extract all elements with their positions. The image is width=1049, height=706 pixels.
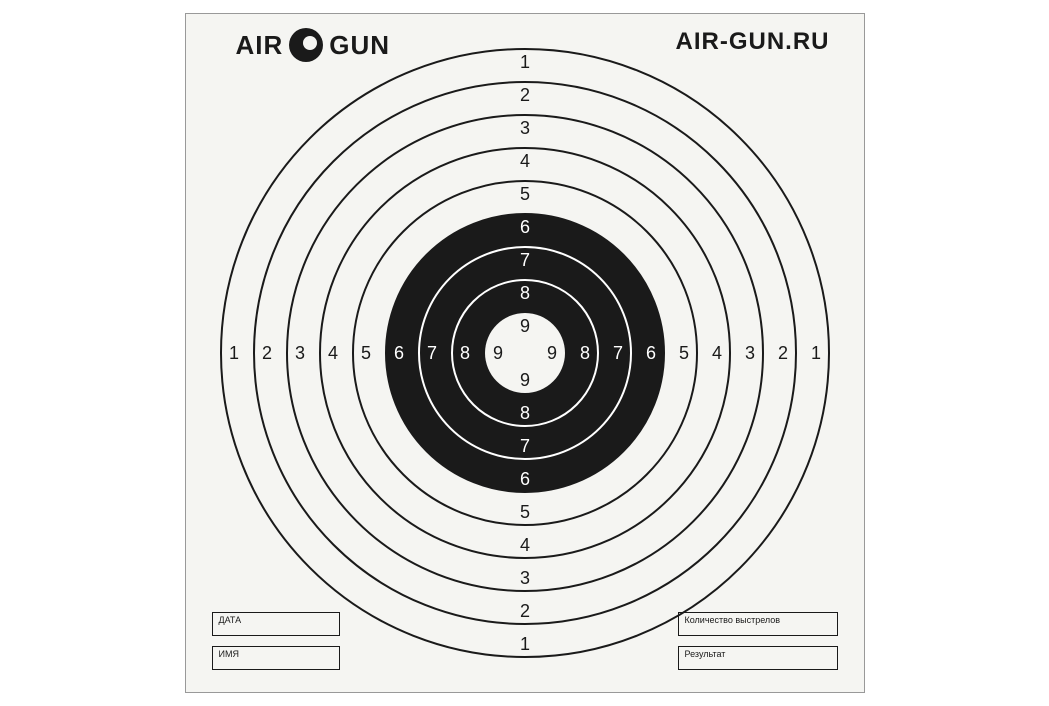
ring-label-3-bottom: 3 xyxy=(519,568,529,588)
logo-text-right: GUN xyxy=(329,30,390,61)
field-shots-label: Количество выстрелов xyxy=(685,615,781,625)
ring-label-8-top: 8 xyxy=(519,283,529,303)
ring-label-2-top: 2 xyxy=(519,85,529,105)
ring-label-8-bottom: 8 xyxy=(519,403,529,423)
field-name: ИМЯ xyxy=(212,646,340,670)
ring-label-3-top: 3 xyxy=(519,118,529,138)
ring-label-4-right: 4 xyxy=(711,343,721,363)
ring-label-9-right: 9 xyxy=(546,343,556,363)
ring-label-8-left: 8 xyxy=(459,343,469,363)
field-name-label: ИМЯ xyxy=(219,649,239,659)
target-rings: 111122223333444455556666777788889999 xyxy=(185,13,865,693)
field-date: ДАТА xyxy=(212,612,340,636)
ring-label-9-left: 9 xyxy=(492,343,502,363)
ring-label-1-bottom: 1 xyxy=(519,634,529,654)
ring-label-4-top: 4 xyxy=(519,151,529,171)
ring-label-6-top: 6 xyxy=(519,217,529,237)
ring-label-6-right: 6 xyxy=(645,343,655,363)
header: AIR GUN AIR-GUN.RU xyxy=(186,28,864,62)
ring-label-4-left: 4 xyxy=(327,343,337,363)
site-url: AIR-GUN.RU xyxy=(676,28,830,62)
moon-icon xyxy=(289,28,323,62)
ring-label-3-left: 3 xyxy=(294,343,304,363)
logo-text-left: AIR xyxy=(236,30,284,61)
logo: AIR GUN xyxy=(236,28,391,62)
ring-label-4-bottom: 4 xyxy=(519,535,529,555)
ring-label-7-left: 7 xyxy=(426,343,436,363)
ring-label-5-top: 5 xyxy=(519,184,529,204)
ring-label-2-left: 2 xyxy=(261,343,271,363)
ring-label-5-right: 5 xyxy=(678,343,688,363)
ring-label-6-left: 6 xyxy=(393,343,403,363)
ring-label-9-top: 9 xyxy=(519,316,529,336)
ring-label-7-right: 7 xyxy=(612,343,622,363)
ring-label-2-bottom: 2 xyxy=(519,601,529,621)
ring-label-3-right: 3 xyxy=(744,343,754,363)
ring-label-1-right: 1 xyxy=(810,343,820,363)
ring-label-2-right: 2 xyxy=(777,343,787,363)
ring-label-7-top: 7 xyxy=(519,250,529,270)
field-result-label: Результат xyxy=(685,649,726,659)
ring-label-5-left: 5 xyxy=(360,343,370,363)
ring-label-9-bottom: 9 xyxy=(519,370,529,390)
ring-label-7-bottom: 7 xyxy=(519,436,529,456)
ring-label-8-right: 8 xyxy=(579,343,589,363)
field-date-label: ДАТА xyxy=(219,615,242,625)
field-shots: Количество выстрелов xyxy=(678,612,838,636)
ring-label-5-bottom: 5 xyxy=(519,502,529,522)
target-card: AIR GUN AIR-GUN.RU 111122223333444455556… xyxy=(185,13,865,693)
ring-label-1-left: 1 xyxy=(228,343,238,363)
ring-label-6-bottom: 6 xyxy=(519,469,529,489)
field-result: Результат xyxy=(678,646,838,670)
